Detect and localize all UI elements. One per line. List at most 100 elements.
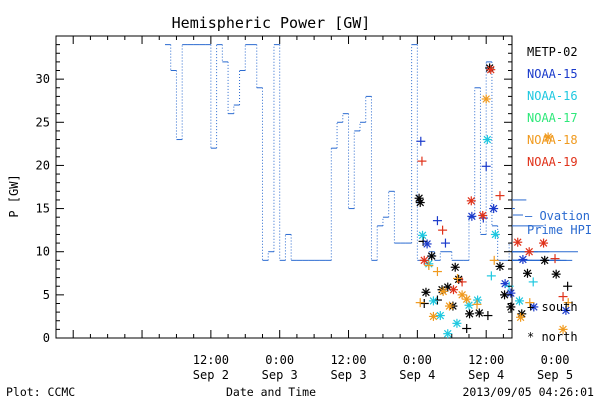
point-north-metp-02	[454, 274, 464, 284]
point-south-noaa-16	[486, 271, 496, 281]
x-tick-label-time: 0:00	[541, 353, 570, 367]
point-south-noaa-15	[416, 136, 426, 146]
point-north-metp-02	[551, 269, 561, 279]
point-south-noaa-18	[415, 298, 425, 308]
point-north-metp-02	[495, 261, 505, 271]
point-north-noaa-18	[558, 324, 568, 334]
legend-noaa-15: NOAA-15	[527, 67, 578, 81]
x-tick-label-time: 12:00	[193, 353, 229, 367]
legend-north: * north	[527, 330, 578, 344]
y-tick-label: 0	[43, 331, 50, 345]
point-north-metp-02	[465, 309, 475, 319]
legend-noaa-16: NOAA-16	[527, 89, 578, 103]
point-south-noaa-18	[432, 267, 442, 277]
point-north-metp-02	[474, 308, 484, 318]
y-tick-label: 10	[36, 245, 50, 259]
point-south-noaa-19	[457, 277, 467, 287]
point-north-metp-02	[450, 262, 460, 272]
point-north-noaa-18	[438, 286, 448, 296]
point-south-noaa-19	[558, 292, 568, 302]
point-north-noaa-16	[443, 329, 453, 339]
point-south-metp-02	[419, 298, 429, 308]
point-south-noaa-19	[438, 225, 448, 235]
point-south-noaa-18	[489, 255, 499, 265]
point-north-noaa-16	[490, 229, 500, 239]
ovation-hpi-series	[164, 44, 578, 261]
point-south-noaa-18	[525, 298, 535, 308]
point-north-noaa-15	[529, 302, 539, 312]
y-tick-label: 30	[36, 72, 50, 86]
point-north-noaa-19	[486, 65, 496, 75]
legend-noaa-18: NOAA-18	[527, 133, 578, 147]
point-south-metp-02	[483, 311, 493, 321]
point-north-noaa-19	[466, 196, 476, 206]
point-north-noaa-16	[514, 296, 524, 306]
y-tick-label: 15	[36, 202, 50, 216]
chart-title: Hemispheric Power [GW]	[172, 14, 371, 32]
point-south-noaa-19	[495, 191, 505, 201]
point-south-noaa-16	[528, 277, 538, 287]
point-north-noaa-19	[478, 210, 488, 220]
point-south-metp-02	[563, 281, 573, 291]
point-north-noaa-16	[435, 311, 445, 321]
point-north-noaa-18	[444, 301, 454, 311]
point-north-noaa-18	[462, 294, 472, 304]
plot-timestamp: 2013/09/05 04:26:01	[462, 385, 594, 399]
x-tick-label-date: Sep 3	[262, 368, 298, 382]
point-south-metp-02	[462, 324, 472, 334]
point-north-noaa-16	[428, 296, 438, 306]
point-south-noaa-18	[424, 261, 434, 271]
point-north-noaa-15	[422, 239, 432, 249]
legend-noaa-19: NOAA-19	[527, 155, 578, 169]
point-north-noaa-16	[464, 300, 474, 310]
point-north-noaa-19	[448, 285, 458, 295]
x-tick-label-time: 12:00	[468, 353, 504, 367]
point-north-noaa-15	[489, 204, 499, 214]
point-north-noaa-19	[419, 255, 429, 265]
point-north-noaa-16	[482, 135, 492, 145]
point-north-metp-02	[421, 287, 431, 297]
point-south-noaa-18	[563, 298, 573, 308]
y-tick-label: 25	[36, 115, 50, 129]
satellite-points	[414, 63, 573, 339]
x-tick-label-date: Sep 5	[537, 368, 573, 382]
point-north-metp-02	[540, 255, 550, 265]
legend-noaa-17: NOAA-17	[527, 111, 578, 125]
point-south-noaa-15	[432, 216, 442, 226]
y-tick-label: 5	[43, 288, 50, 302]
point-north-noaa-18	[543, 132, 553, 142]
y-axis-label-text: P [GW]	[7, 174, 21, 217]
legend-south: + south	[527, 300, 578, 314]
plot-frame	[55, 35, 513, 339]
point-north-noaa-18	[428, 311, 438, 321]
x-tick-label-date: Sep 4	[399, 368, 435, 382]
y-axis-label: P [GW]	[7, 174, 21, 217]
y-axis-ticks: 0 5 10 15 20 25 30	[36, 44, 512, 345]
legend-metp-02: METP-02	[527, 45, 578, 59]
point-south-noaa-19	[550, 254, 560, 264]
point-north-noaa-15	[561, 305, 571, 315]
point-north-noaa-19	[524, 247, 534, 257]
point-north-noaa-15	[518, 254, 528, 264]
point-south-noaa-15	[481, 161, 491, 171]
point-north-noaa-19	[539, 238, 549, 248]
plot-credit: Plot: CCMC	[6, 385, 75, 399]
x-tick-label-date: Sep 4	[468, 368, 504, 382]
y-tick-label: 20	[36, 158, 50, 172]
point-north-noaa-16	[452, 318, 462, 328]
x-tick-label-date: Sep 3	[330, 368, 366, 382]
point-north-metp-02	[522, 268, 532, 278]
legend-ovation-line1: — Ovation	[525, 209, 590, 223]
x-tick-label-time: 12:00	[330, 353, 366, 367]
legend: METP-02 NOAA-15 NOAA-16 NOAA-17 NOAA-18 …	[525, 45, 592, 344]
point-north-metp-02	[415, 198, 425, 208]
point-north-noaa-15	[506, 288, 516, 298]
point-south-noaa-15	[440, 238, 450, 248]
point-north-noaa-18	[516, 312, 526, 322]
point-south-noaa-18	[472, 299, 482, 309]
point-south-noaa-19	[417, 156, 427, 166]
x-axis-label: Date and Time	[226, 385, 316, 399]
point-north-noaa-16	[418, 230, 428, 240]
